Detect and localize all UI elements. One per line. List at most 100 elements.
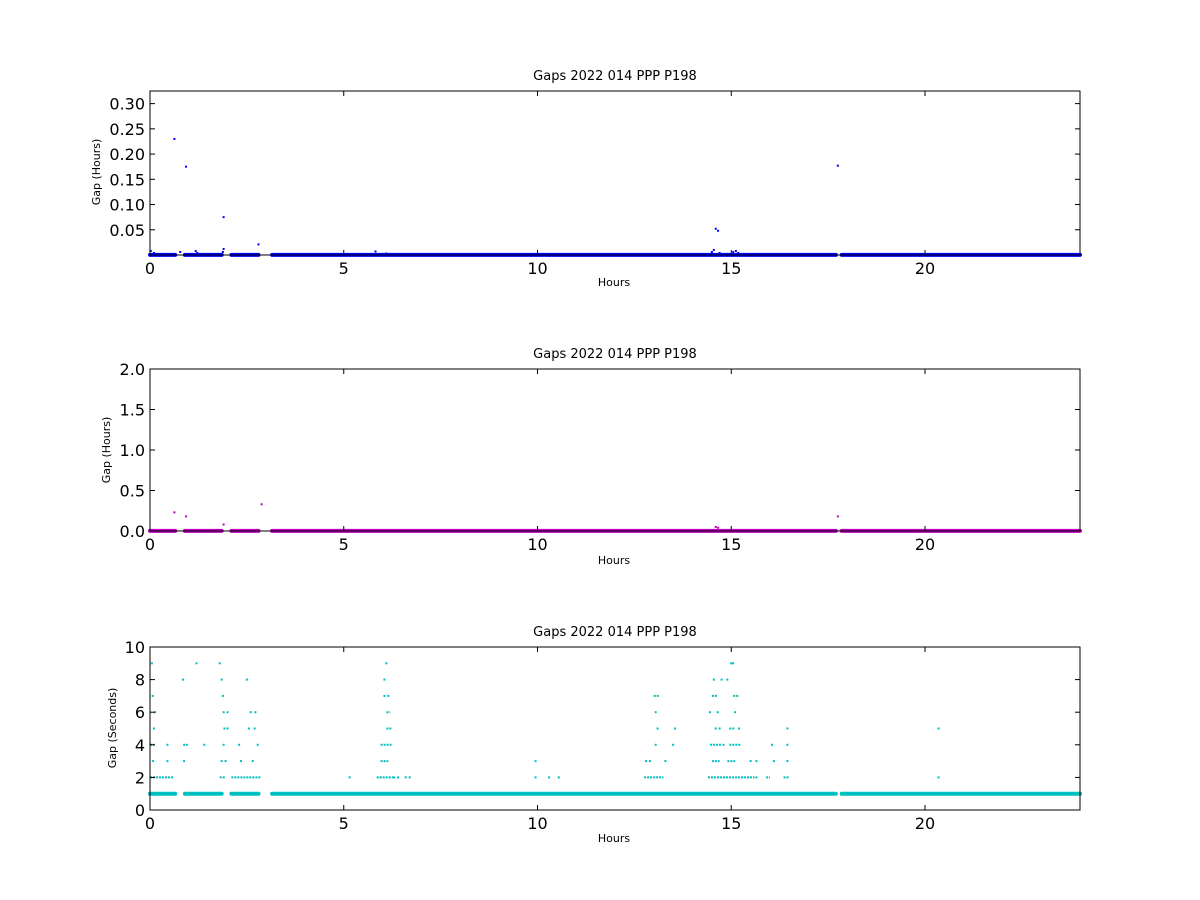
- x-tick-label: 20: [915, 535, 935, 554]
- data-point: [224, 760, 227, 763]
- data-point: [722, 743, 725, 746]
- y-axis-label: Gap (Hours): [90, 139, 103, 206]
- data-point: [220, 760, 223, 763]
- chart-panel-1: Gaps 2022 014 PPP P198 Hours Gap (Hours)…: [90, 69, 1082, 289]
- data-point: [717, 526, 720, 529]
- data-point: [393, 776, 396, 779]
- data-point: [240, 760, 243, 763]
- data-point: [534, 760, 537, 763]
- x-tick-label: 0: [145, 535, 155, 554]
- y-tick-label: 6: [135, 703, 145, 722]
- data-point: [203, 743, 206, 746]
- y-axis-label: Gap (Seconds): [106, 688, 119, 769]
- x-tick-label: 5: [339, 259, 349, 278]
- x-tick-label: 20: [915, 259, 935, 278]
- data-point: [152, 727, 155, 730]
- chart-panel-3: Gaps 2022 014 PPP P198 Hours Gap (Second…: [106, 625, 1082, 845]
- data-point: [166, 743, 169, 746]
- data-point: [404, 776, 407, 779]
- x-tick-label: 15: [721, 814, 741, 833]
- x-axis-label: Hours: [598, 276, 630, 289]
- data-point: [218, 662, 221, 665]
- data-point: [251, 760, 254, 763]
- data-point: [245, 678, 248, 681]
- data-point: [557, 776, 560, 779]
- data-point: [195, 662, 198, 665]
- data-point: [222, 743, 225, 746]
- y-tick-label: 0.15: [109, 170, 145, 189]
- y-tick-label: 1.5: [120, 401, 145, 420]
- data-point: [836, 164, 839, 167]
- chart-title: Gaps 2022 014 PPP P198: [533, 69, 697, 84]
- data-point: [238, 743, 241, 746]
- data-point: [152, 760, 155, 763]
- data-point: [772, 760, 775, 763]
- y-tick-label: 2.0: [120, 360, 145, 379]
- data-point: [712, 248, 715, 251]
- data-point: [150, 662, 153, 665]
- chart-panel-2: Gaps 2022 014 PPP P198 Hours Gap (Hours)…: [100, 347, 1082, 567]
- data-point: [385, 252, 388, 255]
- data-point: [348, 776, 351, 779]
- data-marks: [148, 503, 1082, 533]
- data-point: [737, 251, 740, 254]
- data-point: [534, 776, 537, 779]
- x-tick-label: 15: [721, 535, 741, 554]
- data-point: [734, 711, 737, 714]
- data-point: [674, 727, 677, 730]
- data-point: [714, 525, 717, 528]
- data-point: [648, 760, 651, 763]
- data-point: [260, 503, 263, 506]
- data-point: [154, 711, 157, 714]
- y-tick-label: 0: [135, 801, 145, 820]
- data-point: [222, 247, 225, 250]
- data-point: [726, 678, 729, 681]
- data-point: [718, 251, 721, 254]
- y-axis-label: Gap (Hours): [100, 417, 113, 484]
- data-point: [183, 743, 186, 746]
- data-point: [672, 743, 675, 746]
- data-point: [836, 515, 839, 518]
- data-point: [152, 251, 155, 254]
- data-point: [151, 694, 154, 697]
- data-point: [185, 515, 188, 518]
- data-point: [181, 678, 184, 681]
- data-point: [179, 250, 182, 253]
- x-axis-label: Hours: [598, 554, 630, 567]
- data-point: [708, 711, 711, 714]
- y-tick-label: 0.25: [109, 120, 145, 139]
- data-point: [716, 711, 719, 714]
- x-tick-label: 20: [915, 814, 935, 833]
- plot-frame: [149, 646, 1081, 811]
- data-point: [220, 678, 223, 681]
- data-point: [221, 694, 224, 697]
- data-point: [937, 776, 940, 779]
- chart-title: Gaps 2022 014 PPP P198: [533, 347, 697, 362]
- data-point: [222, 216, 225, 219]
- y-tick-label: 0.20: [109, 145, 145, 164]
- data-point: [223, 727, 226, 730]
- data-point: [732, 662, 735, 665]
- x-tick-label: 10: [527, 259, 547, 278]
- data-point: [714, 227, 717, 230]
- y-tick-label: 2: [135, 768, 145, 787]
- data-point: [654, 743, 657, 746]
- data-point: [185, 743, 188, 746]
- data-point: [548, 776, 551, 779]
- data-point: [720, 678, 723, 681]
- y-tick-label: 0.30: [109, 95, 145, 114]
- data-point: [374, 250, 377, 253]
- data-point: [654, 711, 657, 714]
- data-point: [755, 776, 758, 779]
- data-point: [249, 711, 252, 714]
- data-point: [222, 711, 225, 714]
- data-point: [786, 727, 789, 730]
- data-point: [387, 694, 390, 697]
- data-point: [173, 511, 176, 514]
- data-point: [717, 229, 720, 232]
- data-point: [397, 776, 399, 779]
- data-point: [254, 711, 257, 714]
- data-point: [194, 249, 197, 252]
- data-point: [383, 678, 386, 681]
- data-point: [937, 727, 940, 730]
